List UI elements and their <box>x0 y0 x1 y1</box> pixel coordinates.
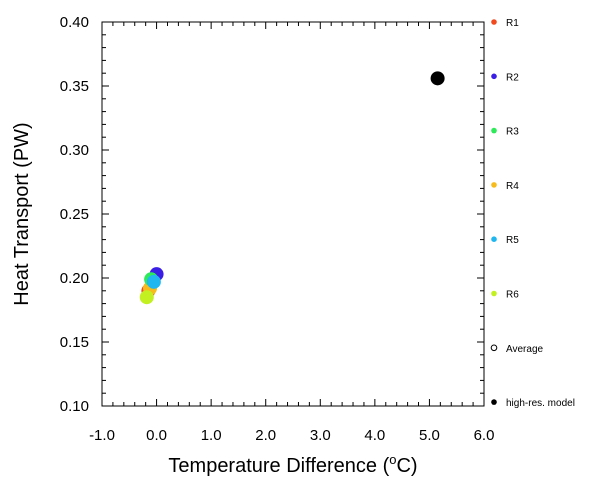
data-point-high-res-model <box>430 71 445 86</box>
legend-marker-r5 <box>491 236 497 242</box>
y-tick-label: 0.40 <box>60 14 89 31</box>
y-axis-title: Heat Transport (PW) <box>11 122 33 305</box>
y-tick-labels: 0.10 0.15 0.20 0.25 0.30 0.35 0.40 <box>60 14 89 415</box>
x-tick-label: -1.0 <box>89 427 115 444</box>
legend-marker-average <box>490 344 498 352</box>
x-tick-label: 1.0 <box>201 427 222 444</box>
legend: R1 R2 R3 R4 R5 R6 Average high-res. model <box>490 18 575 409</box>
x-tick-label: 2.0 <box>255 427 276 444</box>
y-tick-label: 0.25 <box>60 206 89 223</box>
y-tick-label: 0.15 <box>60 334 89 351</box>
legend-marker-r3 <box>491 127 497 134</box>
data-point-r5 <box>146 274 161 289</box>
legend-label-r3: R3 <box>506 127 519 138</box>
legend-label-r5: R5 <box>506 235 519 246</box>
x-tick-label: 0.0 <box>146 427 167 444</box>
y-tick-label: 0.10 <box>60 398 89 415</box>
legend-label-r1: R1 <box>506 18 519 29</box>
legend-marker-r4 <box>491 182 497 188</box>
data-point-r6 <box>139 290 154 305</box>
x-tick-label: 5.0 <box>419 427 440 444</box>
x-axis-title-main: Temperature Difference ( <box>168 455 389 477</box>
legend-marker-high-res-model <box>491 399 497 405</box>
y-tick-label: 0.20 <box>60 270 89 287</box>
x-axis-title: Temperature Difference (oC) <box>168 452 417 477</box>
x-tick-label: 4.0 <box>364 427 385 444</box>
legend-marker-r2 <box>491 73 497 80</box>
x-axis-title-unit: C) <box>396 455 417 477</box>
x-tick-label: 6.0 <box>474 427 495 444</box>
y-tick-label: 0.30 <box>60 142 89 159</box>
x-major-ticks <box>101 22 485 406</box>
y-major-ticks <box>102 21 484 407</box>
y-minor-ticks <box>102 34 484 394</box>
x-tick-label: 3.0 <box>310 427 331 444</box>
legend-label-high-res-model: high-res. model <box>506 398 575 409</box>
legend-label-average: Average <box>506 344 544 355</box>
legend-label-r6: R6 <box>506 290 519 301</box>
x-axis-title-superscript: o <box>389 452 396 467</box>
legend-marker-r1 <box>491 19 497 25</box>
x-tick-labels: -1.0 0.0 1.0 2.0 3.0 4.0 5.0 6.0 <box>89 427 494 444</box>
legend-label-r2: R2 <box>506 72 519 83</box>
legend-marker-r6 <box>491 290 497 297</box>
x-minor-ticks <box>112 22 474 406</box>
plot-frame <box>101 21 485 407</box>
legend-label-r4: R4 <box>506 181 519 192</box>
y-tick-label: 0.35 <box>60 78 89 95</box>
data-points <box>139 71 445 305</box>
